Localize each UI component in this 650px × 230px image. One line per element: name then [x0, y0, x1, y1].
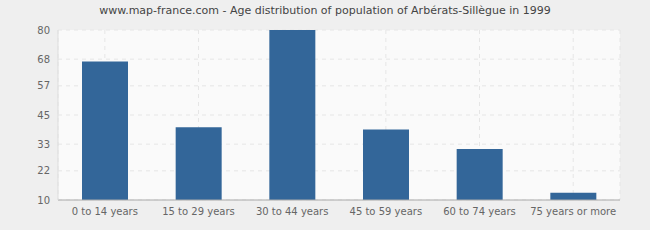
svg-text:57: 57	[37, 80, 50, 91]
html-text:www.map-france.com - Age distr: www.map-france.com - Age distribution of…	[99, 4, 551, 17]
svg-text:68: 68	[37, 54, 50, 65]
svg-text:0 to 14 years: 0 to 14 years	[72, 206, 138, 217]
svg-text:30 to 44 years: 30 to 44 years	[256, 206, 329, 217]
svg-text:80: 80	[37, 25, 50, 36]
svg-text:33: 33	[37, 139, 50, 150]
svg-text:45: 45	[37, 110, 50, 121]
svg-text:22: 22	[37, 165, 50, 176]
svg-text:10: 10	[37, 195, 50, 206]
svg-text:60 to 74 years: 60 to 74 years	[443, 206, 516, 217]
svg-text:15 to 29 years: 15 to 29 years	[162, 206, 235, 217]
svg-text:75 years or more: 75 years or more	[530, 206, 616, 217]
svg-text:45 to 59 years: 45 to 59 years	[350, 206, 423, 217]
